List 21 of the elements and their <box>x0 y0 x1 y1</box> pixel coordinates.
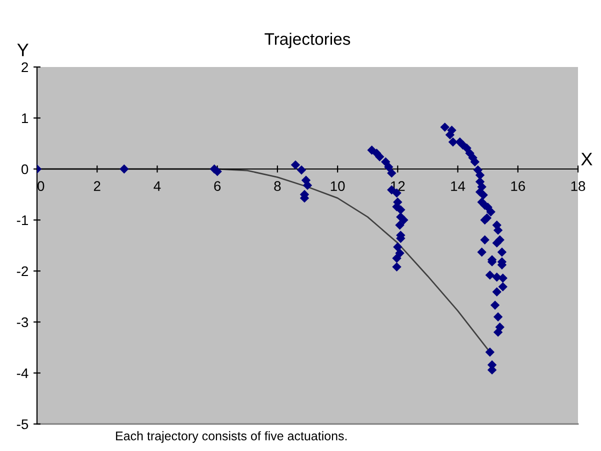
x-tick-label: 4 <box>154 181 161 191</box>
x-tick-label: 16 <box>511 181 526 192</box>
x-tick-label: 10 <box>330 181 345 192</box>
text: Each trajectory consists of five actuations. <box>116 431 347 443</box>
x-tick-label: 14 <box>451 181 466 191</box>
y-tick-label: 2 <box>22 62 28 72</box>
y-tick-label: 0 <box>21 164 28 174</box>
y-tick-label: 1 <box>22 113 28 124</box>
y-tick-label: -1 <box>16 215 28 226</box>
x-tick-label: 6 <box>214 181 221 192</box>
x-tick-label: 8 <box>274 181 281 192</box>
y-tick-label: -5 <box>16 419 28 430</box>
y-tick-label: -2 <box>16 266 28 276</box>
x-tick-label: 0 <box>38 181 44 192</box>
x-tick-label: 2 <box>94 181 100 191</box>
x-axis-title: X <box>581 152 592 166</box>
y-tick-label: -4 <box>16 368 28 378</box>
x-tick-label: 18 <box>571 181 586 192</box>
chart-title: Trajectories <box>264 32 350 48</box>
y-axis-title: Y <box>17 44 28 56</box>
y-tick-label: -3 <box>16 317 28 328</box>
